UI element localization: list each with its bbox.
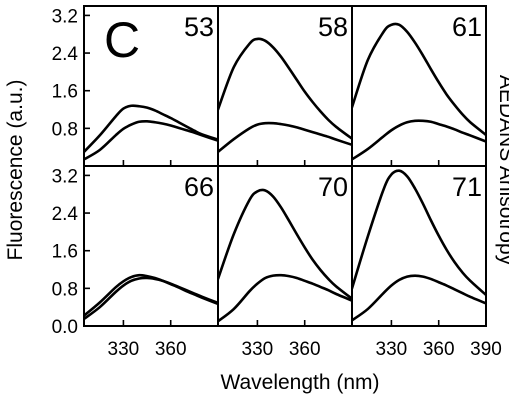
x-tick-label: 360 <box>423 339 455 360</box>
series-line-61-2 <box>352 119 486 161</box>
y-tick-label: 1.6 <box>52 82 78 103</box>
right-axis-title: AEDANS Anisotropy <box>495 75 509 266</box>
y-tick-label: 2.4 <box>52 44 79 65</box>
x-tick-label: 360 <box>289 339 321 360</box>
panel-label: 58 <box>318 12 348 42</box>
panel-58: 58 <box>217 5 353 167</box>
panels-layer: 53 58 61 66 70 71 <box>83 5 487 327</box>
y-tick-label: 2.4 <box>52 204 79 225</box>
panel-frame <box>351 165 487 327</box>
series-line-70-1 <box>218 188 352 301</box>
x-tick-label: 360 <box>155 339 187 360</box>
panel-label: 71 <box>452 172 482 202</box>
panel-71: 71 <box>351 165 487 327</box>
ticks-layer: 0.8 1.6 2.4 3.2 0.0 0.8 1.6 2.4 3.2 330 360 330 360 3… <box>52 6 502 360</box>
x-axis-title: Wavelength (nm) <box>220 371 379 394</box>
series-line-61-1 <box>352 22 486 137</box>
panel-label: 61 <box>452 12 482 42</box>
y-tick-label: 0.8 <box>52 279 78 300</box>
y-axis-title: Fluorescence (a.u.) <box>4 80 27 261</box>
panel-letter: C <box>104 12 140 68</box>
x-tick-label: 330 <box>376 339 408 360</box>
series-line-58-2 <box>218 121 352 154</box>
y-tick-label: 3.2 <box>52 6 78 27</box>
panel-66: 66 <box>83 165 219 327</box>
y-tick-label: 1.6 <box>52 242 78 263</box>
series-line-66-2 <box>84 276 218 321</box>
y-tick-label: 0.8 <box>52 119 78 140</box>
series-line-53-1 <box>84 104 218 154</box>
x-tick-label: 330 <box>108 339 140 360</box>
panel-70: 70 <box>217 165 353 327</box>
series-line-70-2 <box>218 273 352 323</box>
y-tick-label: 0.0 <box>52 317 78 338</box>
x-tick-label: 330 <box>242 339 274 360</box>
panel-label: 66 <box>184 172 214 202</box>
series-line-58-1 <box>218 37 352 141</box>
series-line-53-2 <box>84 119 218 161</box>
series-line-71-2 <box>352 274 486 322</box>
series-line-71-1 <box>352 169 486 297</box>
panel-label: 53 <box>184 12 214 42</box>
panel-61: 61 <box>351 5 487 167</box>
y-tick-label: 3.2 <box>52 166 78 187</box>
panel-label: 70 <box>318 172 348 202</box>
x-tick-label: 390 <box>470 339 502 360</box>
